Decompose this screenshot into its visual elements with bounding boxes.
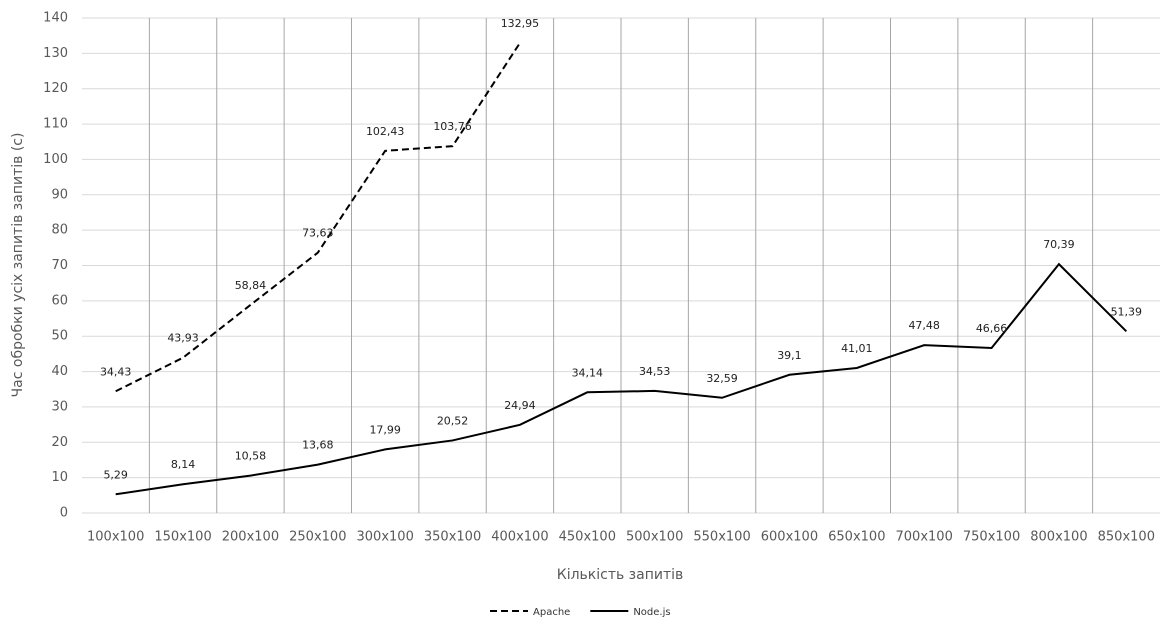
y-tick-label: 0	[60, 506, 68, 521]
x-tick-label: 100x100	[87, 530, 144, 545]
data-label: 34,53	[639, 365, 671, 378]
data-label: 20,52	[437, 414, 469, 427]
x-tick-label: 650x100	[828, 530, 885, 545]
x-tick-label: 250x100	[289, 530, 346, 545]
y-tick-label: 40	[51, 364, 68, 379]
y-tick-label: 90	[51, 187, 68, 202]
data-label: 43,93	[167, 332, 199, 345]
data-label: 102,43	[366, 125, 405, 138]
data-label: 13,68	[302, 439, 334, 452]
x-tick-label: 500x100	[626, 530, 683, 545]
data-label: 17,99	[369, 423, 401, 436]
series-line	[115, 42, 521, 393]
x-axis-label: Кількість запитів	[557, 567, 684, 583]
data-label: 34,14	[572, 366, 604, 379]
x-tick-label: 850x100	[1098, 530, 1155, 545]
y-axis-label: Час обробки усіх запитів запитів (с)	[10, 133, 26, 398]
data-label: 41,01	[841, 342, 873, 355]
legend-label: Node.js	[633, 607, 670, 618]
x-tick-label: 200x100	[222, 530, 279, 545]
y-tick-label: 30	[51, 399, 68, 414]
data-label: 5,29	[103, 468, 128, 481]
data-label: 51,39	[1111, 305, 1143, 318]
data-label: 73,63	[302, 227, 334, 240]
x-tick-label: 700x100	[896, 530, 953, 545]
y-tick-label: 20	[51, 435, 68, 450]
data-label: 47,48	[908, 319, 940, 332]
data-label: 39,1	[777, 349, 802, 362]
data-label: 8,14	[171, 458, 196, 471]
y-tick-label: 10	[51, 470, 68, 485]
legend-label: Apache	[533, 607, 570, 618]
y-tick-label: 100	[43, 152, 68, 167]
x-tick-label: 350x100	[424, 530, 481, 545]
data-label: 70,39	[1043, 238, 1075, 251]
series-line	[115, 262, 1128, 496]
data-label: 132,95	[501, 17, 540, 30]
data-label: 24,94	[504, 399, 536, 412]
data-label: 32,59	[706, 372, 738, 385]
y-tick-label: 140	[43, 11, 68, 26]
y-tick-label: 120	[43, 81, 68, 96]
x-tick-label: 150x100	[154, 530, 211, 545]
data-label: 103,76	[433, 120, 472, 133]
x-tick-label: 400x100	[491, 530, 548, 545]
y-tick-label: 50	[51, 329, 68, 344]
data-label: 10,58	[235, 450, 267, 463]
x-tick-label: 800x100	[1030, 530, 1087, 545]
data-label: 34,43	[100, 365, 132, 378]
y-tick-label: 70	[51, 258, 68, 273]
x-tick-label: 550x100	[693, 530, 750, 545]
data-label: 58,84	[235, 279, 267, 292]
x-tick-label: 750x100	[963, 530, 1020, 545]
x-tick-label: 600x100	[761, 530, 818, 545]
y-tick-label: 110	[43, 117, 68, 132]
y-tick-label: 130	[43, 46, 68, 61]
x-tick-label: 450x100	[559, 530, 616, 545]
x-tick-label: 300x100	[357, 530, 414, 545]
y-tick-label: 80	[51, 223, 68, 238]
y-tick-label: 60	[51, 293, 68, 308]
data-label: 46,66	[976, 322, 1008, 335]
